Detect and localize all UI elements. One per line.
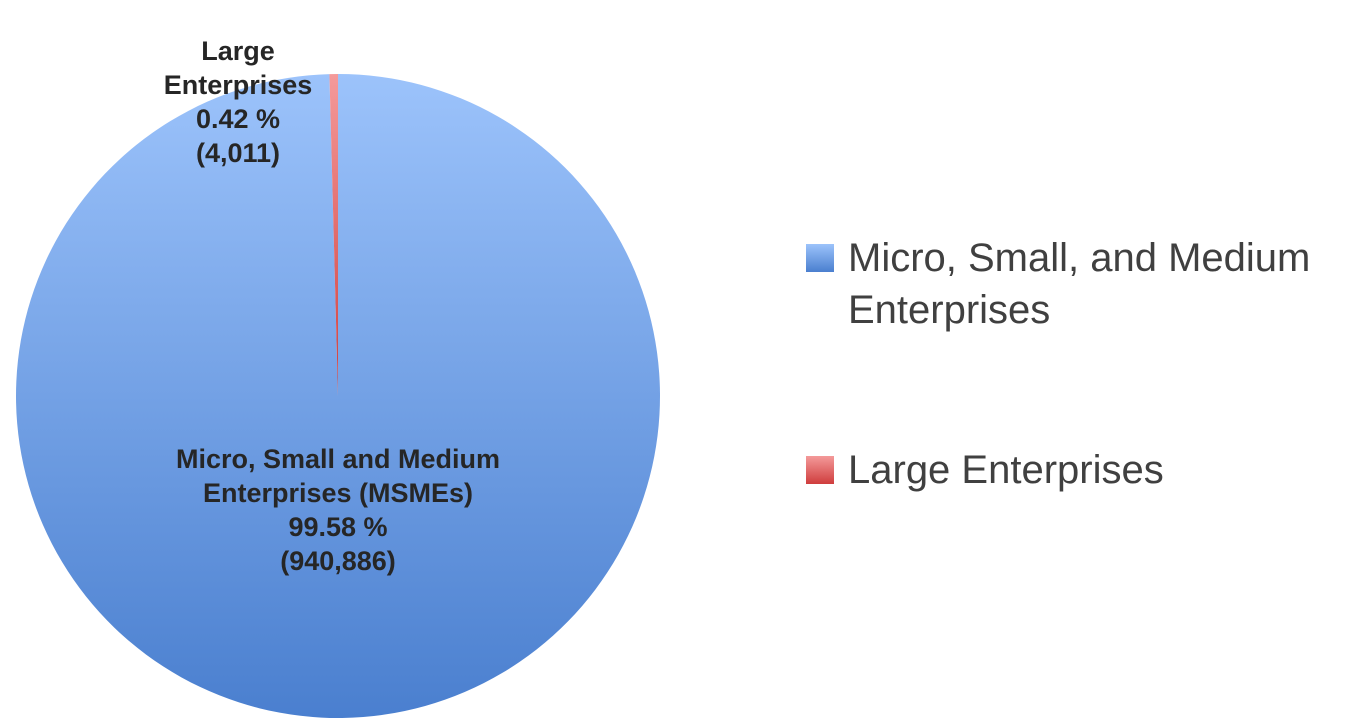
legend: Micro, Small, and Medium Enterprises Lar… bbox=[806, 232, 1326, 496]
data-label-line: 99.58 % bbox=[288, 512, 388, 542]
pie-slice-msme[interactable] bbox=[16, 74, 661, 718]
data-label-line: 0.42 % bbox=[195, 104, 281, 134]
legend-label-line: Large Enterprises bbox=[848, 448, 1164, 492]
data-label-line: Large bbox=[201, 36, 275, 66]
legend-item-large-enterprises[interactable]: Large Enterprises bbox=[806, 444, 1326, 496]
pie-slice-large-enterprises[interactable] bbox=[329, 74, 338, 396]
legend-label-line: Micro, Small, and Medium bbox=[848, 236, 1311, 280]
legend-label-line: Enterprises bbox=[848, 288, 1051, 332]
data-label-line: (940,886) bbox=[280, 546, 396, 576]
legend-item-msme[interactable]: Micro, Small, and Medium Enterprises bbox=[806, 232, 1326, 336]
data-label-line: Enterprises bbox=[163, 70, 313, 100]
legend-swatch-large-enterprises bbox=[806, 456, 834, 484]
data-label-line: (4,011) bbox=[195, 138, 281, 168]
data-label-large-enterprises: Large Enterprises 0.42 % (4,011) bbox=[88, 34, 388, 170]
data-label-msme: Micro, Small and Medium Enterprises (MSM… bbox=[88, 442, 588, 578]
data-label-line: Micro, Small and Medium bbox=[175, 444, 501, 474]
legend-swatch-msme bbox=[806, 244, 834, 272]
data-label-line: Enterprises (MSMEs) bbox=[202, 478, 474, 508]
legend-label-large-enterprises: Large Enterprises bbox=[848, 444, 1326, 496]
legend-label-msme: Micro, Small, and Medium Enterprises bbox=[848, 232, 1326, 336]
